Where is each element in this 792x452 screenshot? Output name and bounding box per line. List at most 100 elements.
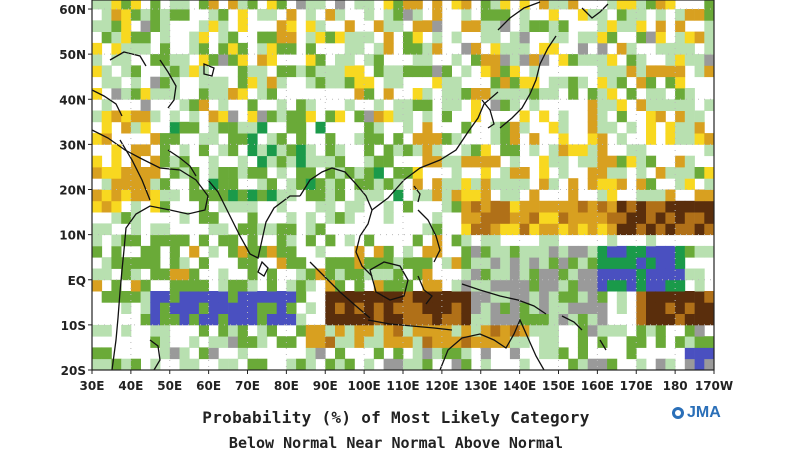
probability-cell (169, 234, 180, 247)
probability-cell (665, 99, 676, 111)
probability-cell (218, 9, 229, 21)
probability-cell (587, 257, 598, 269)
probability-cell (636, 358, 647, 370)
probability-cell (422, 54, 433, 66)
probability-cell (383, 358, 394, 370)
probability-cell (529, 200, 540, 213)
probability-cell (616, 200, 627, 213)
probability-cell (364, 155, 375, 168)
probability-cell (607, 121, 618, 134)
probability-cell (335, 0, 346, 10)
probability-cell (655, 167, 666, 179)
probability-cell (646, 291, 657, 303)
probability-cell (335, 347, 346, 360)
probability-cell (626, 88, 637, 100)
coastline-caspian (159, 59, 177, 109)
probability-cell (130, 223, 141, 236)
probability-cell (675, 257, 686, 269)
probability-cell (441, 88, 452, 100)
probability-cell (422, 189, 433, 202)
probability-cell (286, 144, 297, 157)
probability-cell (130, 144, 141, 157)
probability-cell (509, 178, 520, 190)
probability-cell (393, 178, 404, 190)
probability-cell (92, 133, 103, 145)
longitude-label: 170E (620, 379, 653, 393)
probability-cell (121, 9, 132, 21)
probability-cell (373, 291, 384, 303)
probability-cell (121, 291, 132, 303)
probability-cell (568, 200, 579, 213)
probability-cell (247, 223, 258, 236)
coastline-vanuatu (599, 339, 607, 351)
longitude-label: 110E (386, 379, 419, 393)
probability-cell (92, 279, 103, 292)
probability-cell (509, 268, 520, 281)
probability-cell (490, 291, 501, 303)
probability-cell (179, 358, 190, 370)
probability-cell (121, 234, 132, 247)
probability-cell (364, 9, 375, 21)
probability-cell (218, 313, 229, 326)
probability-cell (480, 313, 491, 326)
probability-cell (393, 336, 404, 348)
probability-cell (655, 20, 666, 32)
probability-cell (471, 42, 482, 55)
probability-cell (276, 189, 287, 202)
probability-cell (441, 76, 452, 89)
probability-cell (228, 279, 239, 292)
probability-cell (471, 223, 482, 236)
probability-cell (636, 65, 647, 78)
probability-cell (587, 245, 598, 258)
probability-cell (276, 42, 287, 55)
probability-cell (130, 0, 141, 10)
probability-cell (140, 110, 151, 123)
probability-cell (412, 336, 423, 348)
probability-cell (636, 257, 647, 269)
probability-cell (266, 279, 277, 292)
probability-cell (92, 234, 103, 247)
jma-logo-text: JMA (687, 404, 721, 421)
probability-cell (480, 189, 491, 202)
probability-cell (646, 257, 657, 269)
probability-cell (403, 291, 414, 303)
probability-cell (577, 257, 588, 269)
probability-cell (490, 155, 501, 168)
probability-cell (587, 358, 598, 370)
probability-cell (325, 291, 336, 303)
probability-cell (509, 189, 520, 202)
probability-cell (568, 88, 579, 100)
probability-cell (276, 223, 287, 236)
probability-cell (218, 268, 229, 281)
probability-cell (558, 212, 569, 224)
latitude-label: 20N (59, 184, 86, 198)
probability-cell (325, 212, 336, 224)
probability-cell (344, 54, 355, 66)
probability-cell (597, 99, 608, 111)
probability-cell (548, 200, 559, 213)
probability-cell (607, 223, 618, 236)
probability-cell (160, 324, 171, 337)
probability-cell (335, 110, 346, 123)
probability-cell (218, 324, 229, 337)
probability-cell (121, 324, 132, 337)
probability-cell (607, 245, 618, 258)
probability-cell (480, 31, 491, 44)
probability-cell (471, 189, 482, 202)
probability-cell (422, 257, 433, 269)
probability-cell (335, 212, 346, 224)
probability-cell (597, 268, 608, 281)
probability-cell (208, 178, 219, 190)
probability-cell (373, 257, 384, 269)
probability-cell (121, 189, 132, 202)
probability-cell (344, 336, 355, 348)
probability-cell (354, 110, 365, 123)
probability-cell (519, 121, 530, 134)
probability-cell (403, 336, 414, 348)
probability-cell (704, 291, 714, 303)
probability-cell (665, 133, 676, 145)
axis-ticks (88, 8, 715, 374)
probability-cell (461, 212, 472, 224)
probability-cell (500, 336, 511, 348)
probability-cell (344, 167, 355, 179)
